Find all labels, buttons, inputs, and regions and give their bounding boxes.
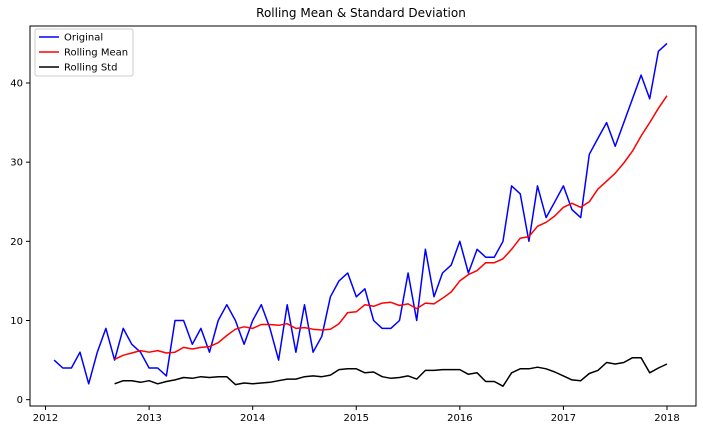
y-tick-label: 0 <box>17 395 23 406</box>
x-tick-label: 2015 <box>344 413 369 424</box>
y-tick-label: 40 <box>10 79 23 90</box>
x-tick-label: 2013 <box>136 413 161 424</box>
plot-frame <box>29 25 697 407</box>
x-tick-label: 2018 <box>654 413 679 424</box>
chart-title: Rolling Mean & Standard Deviation <box>256 6 466 20</box>
legend: Original Rolling Mean Rolling Std <box>34 28 134 77</box>
legend-label-original: Original <box>64 33 103 44</box>
legend-label-rolling-std: Rolling Std <box>64 63 117 74</box>
y-tick-label: 10 <box>10 316 23 327</box>
series-line-rolling-mean <box>114 95 668 360</box>
x-tick-label: 2012 <box>33 413 58 424</box>
x-axis: 2012 2013 2014 2015 2016 2017 2018 <box>33 406 680 424</box>
series-line-rolling-std <box>114 356 668 387</box>
x-tick-label: 2016 <box>447 413 472 424</box>
legend-box <box>34 28 134 77</box>
y-tick-label: 20 <box>10 237 23 248</box>
y-tick-label: 30 <box>10 158 23 169</box>
legend-label-rolling-mean: Rolling Mean <box>64 48 128 59</box>
series-layer <box>53 42 668 387</box>
x-tick-label: 2017 <box>551 413 576 424</box>
series-line-original <box>53 42 668 385</box>
y-axis: 0 10 20 30 40 <box>10 79 30 406</box>
x-tick-label: 2014 <box>240 413 265 424</box>
